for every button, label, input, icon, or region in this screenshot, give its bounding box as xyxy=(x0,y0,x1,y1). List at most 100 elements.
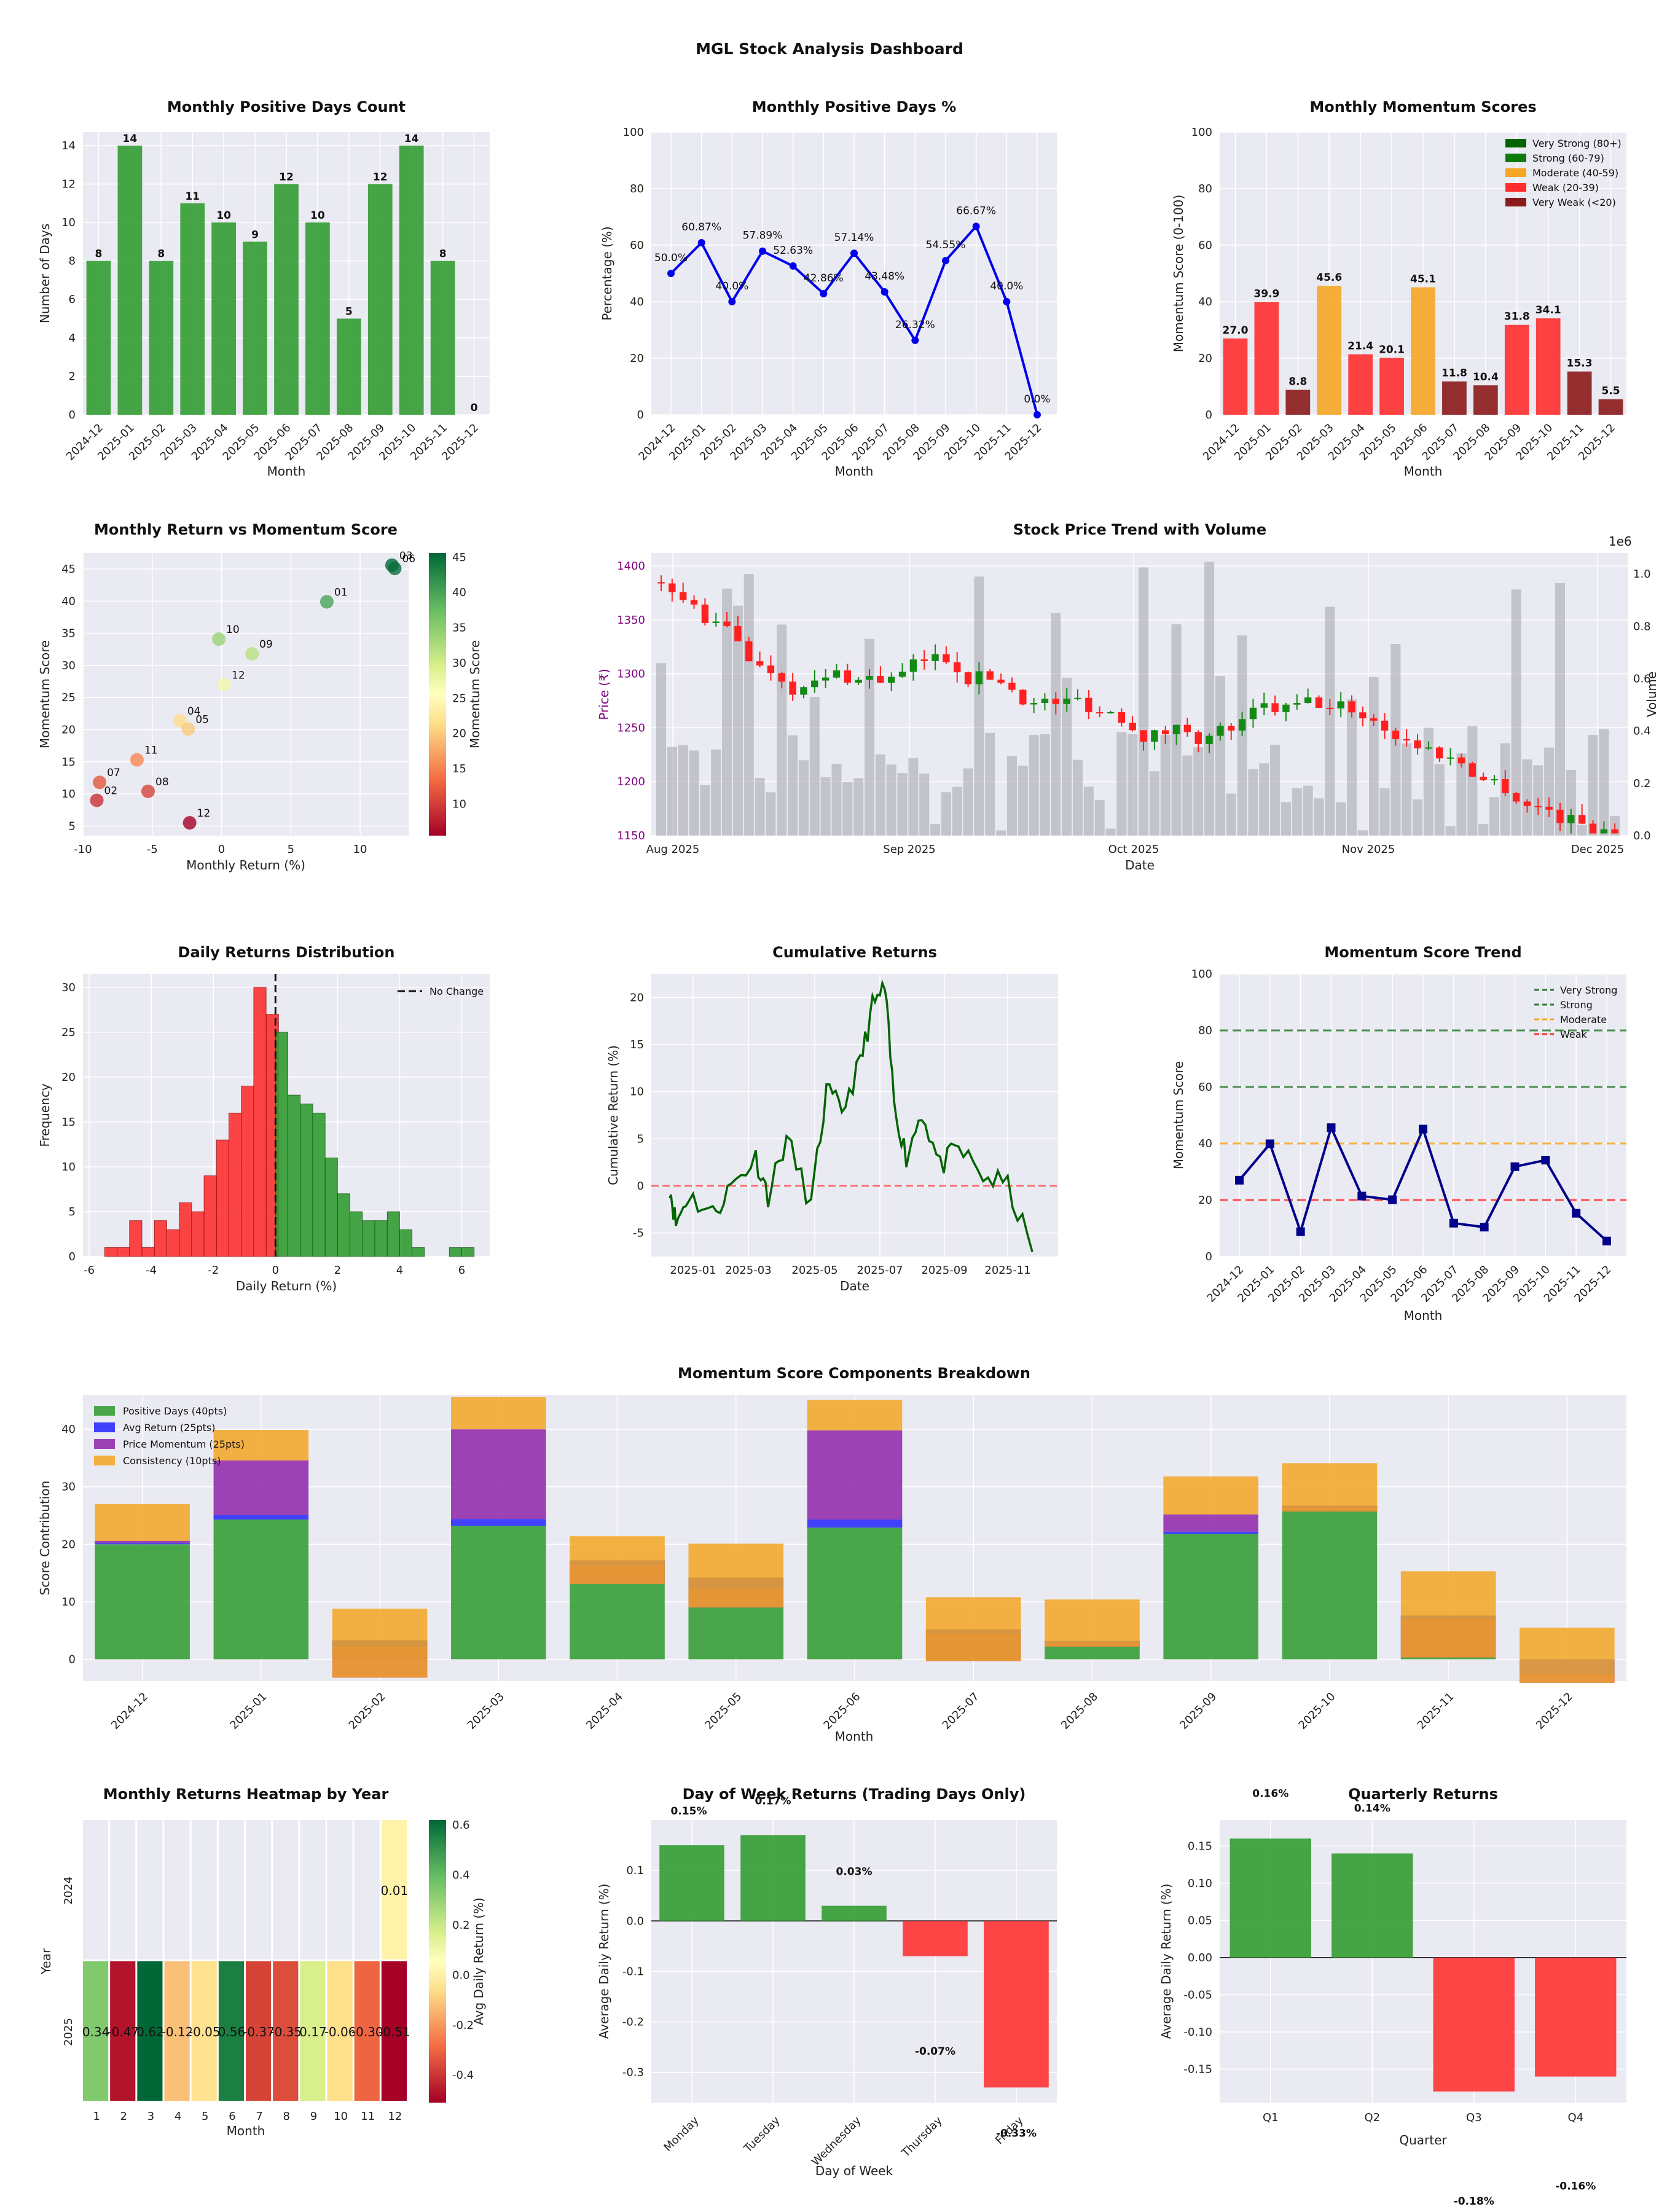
candle-body xyxy=(855,680,862,683)
candle-body xyxy=(1172,724,1180,734)
volume-bar xyxy=(1346,699,1357,836)
scatter-point xyxy=(141,784,155,798)
legend-swatch xyxy=(94,1422,115,1432)
scatter-point xyxy=(212,632,226,646)
y-tick-label: -0.3 xyxy=(622,2066,644,2079)
volume-bar xyxy=(842,782,853,836)
data-label: 40.0% xyxy=(990,280,1023,292)
y-tick-label: -0.10 xyxy=(1183,2026,1212,2039)
data-point xyxy=(1235,1175,1244,1185)
y-tick-label: 0 xyxy=(69,1653,76,1666)
stacked-bar-segment xyxy=(1282,1505,1378,1660)
data-label: 12 xyxy=(373,171,388,183)
x-tick-label: 2025-04 xyxy=(584,1690,626,1732)
data-label: 57.14% xyxy=(834,232,874,244)
x-tick-label: 10 xyxy=(353,843,367,856)
bar xyxy=(1332,1853,1413,1958)
heatmap-cell-empty xyxy=(354,1820,380,1959)
chart-monthly-positive-days-count: 0246810121482024-12142025-0182025-021120… xyxy=(37,98,490,479)
x-tick-label: Q1 xyxy=(1263,2111,1279,2124)
data-label: 10.4 xyxy=(1473,371,1499,383)
candle-body xyxy=(767,665,775,673)
y-axis-label: Momentum Score xyxy=(468,640,482,748)
data-point xyxy=(972,222,980,230)
volume-bar xyxy=(1357,830,1368,836)
volume-bar xyxy=(766,792,776,836)
volume-bar xyxy=(1018,766,1028,836)
colorbar xyxy=(429,553,446,836)
y-tick-label: 0 xyxy=(69,1250,76,1263)
x-tick-label: 2025-10 xyxy=(1296,1690,1338,1732)
heatmap-label: -0.30 xyxy=(351,2025,383,2039)
scatter-point xyxy=(181,722,195,736)
y-tick-label: 10 xyxy=(630,1086,644,1099)
x-tick-label: 5 xyxy=(288,843,294,856)
data-label: 45.6 xyxy=(1316,272,1342,284)
stacked-bar-segment xyxy=(95,1544,190,1660)
volume-bar xyxy=(1336,802,1346,836)
histogram-bar xyxy=(241,1086,254,1257)
candle-body xyxy=(833,670,841,678)
stacked-bar-segment xyxy=(451,1429,546,1520)
scatter-point xyxy=(130,753,144,767)
volume-bar xyxy=(1193,747,1204,836)
volume-bar xyxy=(667,747,677,836)
x-tick-label: 2025-07 xyxy=(857,1264,903,1277)
volume-bar xyxy=(1149,771,1159,836)
candle-body xyxy=(1589,823,1597,834)
bar xyxy=(1535,1957,1617,2077)
y-tick-label: 0.0 xyxy=(626,1915,644,1928)
y-tick-label: 20 xyxy=(61,1071,76,1084)
stacked-bar-segment xyxy=(807,1430,903,1520)
histogram-bar xyxy=(154,1220,167,1257)
candle-body xyxy=(1600,829,1608,834)
bar xyxy=(211,222,237,415)
volume-tick-label: 1.0 xyxy=(1633,568,1651,581)
candle-body xyxy=(745,641,753,662)
y-tick-label: -0.1 xyxy=(622,1965,644,1978)
chart-title: Day of Week Returns (Trading Days Only) xyxy=(683,1786,1026,1803)
colorbar-tick: 35 xyxy=(452,622,466,635)
data-label: 8 xyxy=(157,248,165,261)
volume-bar xyxy=(1160,735,1171,836)
data-label: 43.48% xyxy=(865,270,904,283)
volume-bar xyxy=(1434,764,1445,836)
y-tick-label: 10 xyxy=(61,216,76,229)
x-tick-label: -4 xyxy=(146,1264,157,1277)
candle-body xyxy=(1096,712,1104,714)
volume-bar xyxy=(1314,798,1324,836)
histogram-bar xyxy=(141,1247,155,1257)
histogram-bar xyxy=(399,1229,413,1257)
x-tick-label: 6 xyxy=(229,2110,235,2123)
point-label: 10 xyxy=(226,624,240,636)
volume-bar xyxy=(1303,785,1313,836)
legend-entry: Very Strong (80+) xyxy=(1532,138,1622,149)
data-point xyxy=(820,289,828,297)
bar xyxy=(1285,390,1311,415)
candle-body xyxy=(954,662,961,673)
legend-swatch xyxy=(94,1406,115,1416)
data-label: 0.03% xyxy=(836,1866,873,1878)
volume-bar xyxy=(1128,734,1138,836)
candle-body xyxy=(866,676,873,680)
x-tick-label: -6 xyxy=(84,1264,95,1277)
legend-swatch xyxy=(1505,139,1526,147)
volume-bar xyxy=(700,785,710,836)
candle-body xyxy=(1414,740,1421,749)
scatter-point xyxy=(218,678,232,692)
histogram-bar xyxy=(362,1220,375,1257)
heatmap-cell xyxy=(137,1961,163,2101)
candle-body xyxy=(909,659,917,672)
y-tick-label: 20 xyxy=(1198,1194,1212,1207)
legend-entry: Strong (60-79) xyxy=(1532,152,1604,164)
volume-bar xyxy=(1006,756,1017,836)
heatmap-cell-empty xyxy=(327,1820,353,1959)
data-point xyxy=(1541,1156,1550,1165)
bar xyxy=(1254,302,1279,415)
chart-title: Stock Price Trend with Volume xyxy=(1013,521,1266,538)
candle-body xyxy=(920,659,928,661)
x-axis-label: Daily Return (%) xyxy=(236,1279,337,1293)
candle-body xyxy=(997,680,1005,683)
data-label: -0.07% xyxy=(915,2045,955,2058)
candle-body xyxy=(1556,809,1564,823)
